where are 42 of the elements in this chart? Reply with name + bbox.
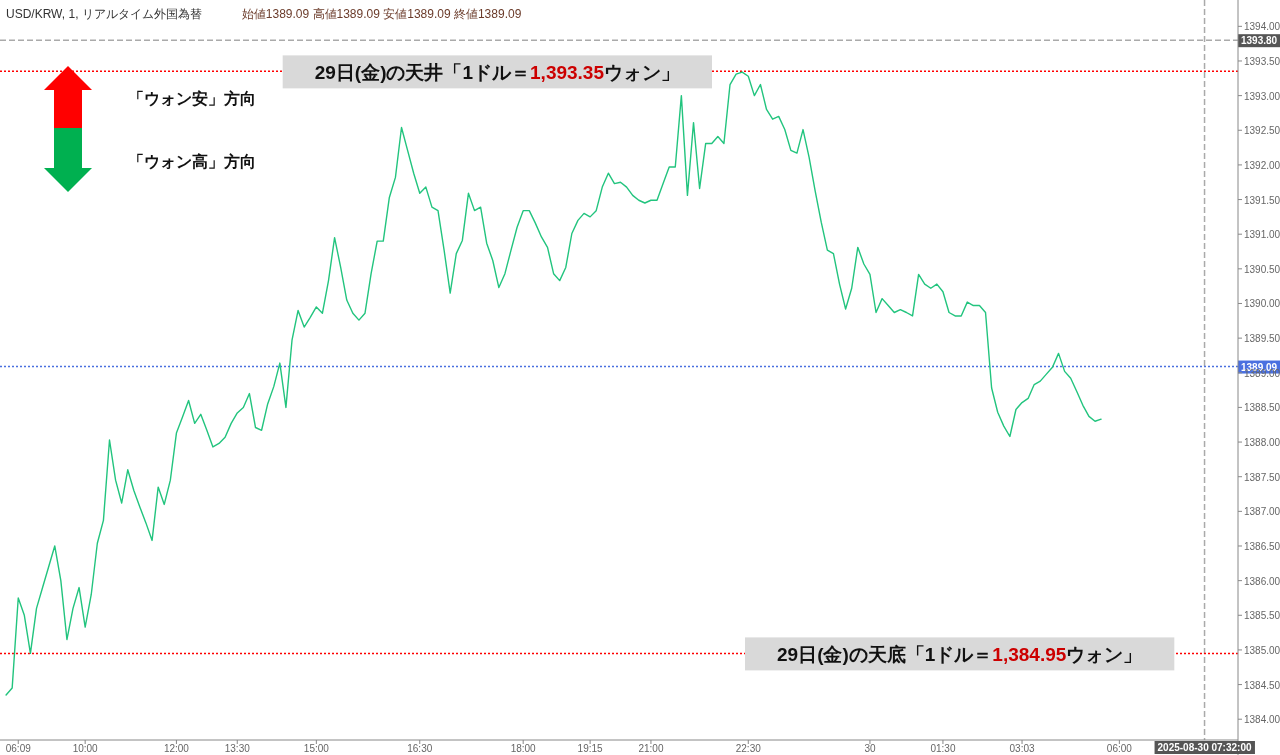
x-tick-label: 15:00 [303,743,330,754]
annotation: 「ウォン安」方向 [128,89,256,107]
y-tick-label: 1394.00 [1244,21,1280,33]
x-tick-label: 06:00 [1106,743,1133,754]
y-tick-label: 1388.00 [1244,437,1280,449]
y-tick-label: 1393.00 [1244,90,1280,102]
y-tick-label: 1387.50 [1244,471,1280,483]
x-tick-label: 2025-08-30 07:32:00 [1157,742,1252,753]
y-tick-label: 1386.50 [1244,540,1280,552]
ref-line-label: 29日(金)の天井「1ドル＝1,393.35ウォン」 [314,62,680,84]
x-tick-label: 01:30 [930,743,956,754]
y-tick-label: 1385.50 [1244,610,1280,622]
y-tick-label: 1386.00 [1244,575,1280,587]
x-tick-label: 18:00 [510,743,537,754]
x-tick-label: 10:00 [72,743,99,754]
text: USD/KRW, 1, リアルタイム外国為替 [6,7,202,21]
y-tick-label: 1393.50 [1244,55,1280,67]
y-tick-label: 1387.00 [1244,506,1280,518]
text: 始値1389.09 高値1389.09 安値1389.09 終値1389.09 [241,7,522,21]
y-tick-label: 1391.50 [1244,194,1280,206]
x-tick-label: 16:30 [407,743,433,754]
y-tick-label: 1392.50 [1244,125,1280,137]
y-tick-label: 1389.50 [1244,333,1280,345]
x-tick-label: 03:03 [1009,743,1035,754]
y-tick-label: 1390.00 [1244,298,1280,310]
ref-line-label: 29日(金)の天底「1ドル＝1,384.95ウォン」 [777,644,1143,666]
x-tick-label: 06:09 [5,743,32,754]
x-tick-label: 30 [864,743,876,754]
x-tick-label: 22:30 [735,743,762,754]
x-tick-label: 21:00 [638,743,664,754]
y-tick-label: 1384.00 [1244,714,1280,726]
y-tick-label: 1388.50 [1244,402,1280,414]
x-tick-label: 12:00 [163,743,190,754]
y-tick-label: 1391.00 [1244,229,1280,241]
ref-line-label: 1393.80 [1241,35,1278,47]
y-tick-label: 1392.00 [1244,159,1280,171]
y-tick-label: 1390.50 [1244,263,1280,275]
x-tick-label: 13:30 [224,743,251,754]
y-tick-label: 1384.50 [1244,679,1280,691]
annotation: 「ウォン高」方向 [128,152,256,170]
x-tick-label: 19:15 [577,743,604,754]
y-tick-label: 1385.00 [1244,644,1280,656]
